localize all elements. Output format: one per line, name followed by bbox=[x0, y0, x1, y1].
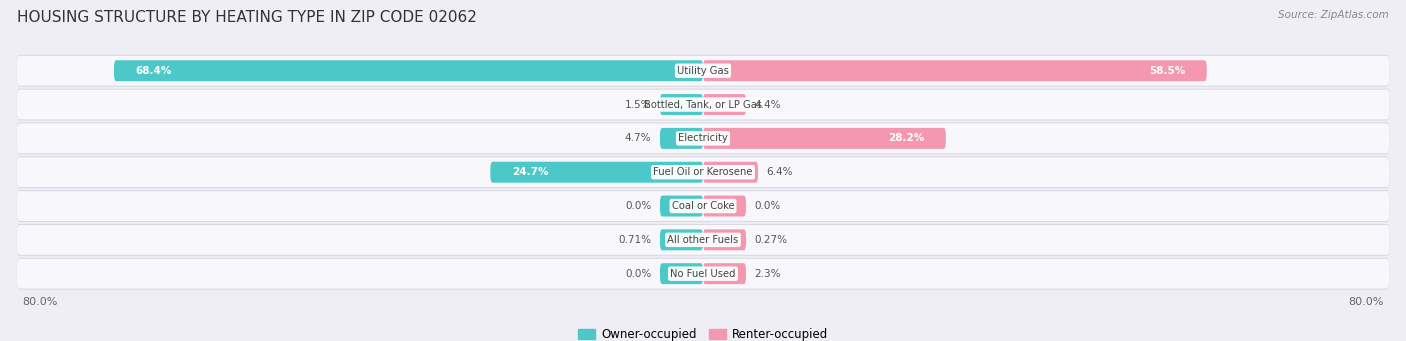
Text: 6.4%: 6.4% bbox=[766, 167, 793, 177]
FancyBboxPatch shape bbox=[114, 60, 703, 81]
FancyBboxPatch shape bbox=[659, 94, 703, 115]
Text: 1.5%: 1.5% bbox=[624, 100, 651, 109]
FancyBboxPatch shape bbox=[17, 258, 1389, 290]
FancyBboxPatch shape bbox=[703, 128, 946, 149]
Text: 0.71%: 0.71% bbox=[619, 235, 651, 245]
Text: 4.7%: 4.7% bbox=[624, 133, 651, 143]
Text: 80.0%: 80.0% bbox=[1348, 297, 1384, 307]
FancyBboxPatch shape bbox=[659, 263, 703, 284]
FancyBboxPatch shape bbox=[17, 122, 1389, 154]
FancyBboxPatch shape bbox=[17, 56, 1389, 86]
Text: Source: ZipAtlas.com: Source: ZipAtlas.com bbox=[1278, 10, 1389, 20]
Text: Electricity: Electricity bbox=[678, 133, 728, 143]
Text: Coal or Coke: Coal or Coke bbox=[672, 201, 734, 211]
Text: Utility Gas: Utility Gas bbox=[678, 66, 728, 76]
FancyBboxPatch shape bbox=[703, 195, 747, 217]
FancyBboxPatch shape bbox=[703, 263, 747, 284]
Text: No Fuel Used: No Fuel Used bbox=[671, 269, 735, 279]
Legend: Owner-occupied, Renter-occupied: Owner-occupied, Renter-occupied bbox=[572, 323, 834, 341]
Text: HOUSING STRUCTURE BY HEATING TYPE IN ZIP CODE 02062: HOUSING STRUCTURE BY HEATING TYPE IN ZIP… bbox=[17, 10, 477, 25]
FancyBboxPatch shape bbox=[17, 90, 1389, 119]
FancyBboxPatch shape bbox=[703, 94, 747, 115]
Text: 4.4%: 4.4% bbox=[755, 100, 782, 109]
Text: 0.0%: 0.0% bbox=[755, 201, 780, 211]
Text: 68.4%: 68.4% bbox=[135, 66, 172, 76]
FancyBboxPatch shape bbox=[659, 128, 703, 149]
FancyBboxPatch shape bbox=[17, 123, 1389, 153]
Text: Bottled, Tank, or LP Gas: Bottled, Tank, or LP Gas bbox=[644, 100, 762, 109]
FancyBboxPatch shape bbox=[659, 229, 703, 250]
Text: 28.2%: 28.2% bbox=[889, 133, 924, 143]
FancyBboxPatch shape bbox=[17, 156, 1389, 188]
Text: 0.27%: 0.27% bbox=[755, 235, 787, 245]
FancyBboxPatch shape bbox=[703, 60, 1206, 81]
Text: 0.0%: 0.0% bbox=[626, 201, 651, 211]
FancyBboxPatch shape bbox=[17, 55, 1389, 87]
FancyBboxPatch shape bbox=[17, 259, 1389, 288]
Text: 2.3%: 2.3% bbox=[755, 269, 782, 279]
Text: 80.0%: 80.0% bbox=[22, 297, 58, 307]
FancyBboxPatch shape bbox=[703, 162, 758, 183]
FancyBboxPatch shape bbox=[17, 157, 1389, 187]
Text: Fuel Oil or Kerosene: Fuel Oil or Kerosene bbox=[654, 167, 752, 177]
FancyBboxPatch shape bbox=[17, 225, 1389, 255]
Text: All other Fuels: All other Fuels bbox=[668, 235, 738, 245]
FancyBboxPatch shape bbox=[17, 89, 1389, 120]
FancyBboxPatch shape bbox=[17, 190, 1389, 222]
FancyBboxPatch shape bbox=[17, 191, 1389, 221]
Text: 58.5%: 58.5% bbox=[1149, 66, 1185, 76]
FancyBboxPatch shape bbox=[17, 224, 1389, 256]
FancyBboxPatch shape bbox=[491, 162, 703, 183]
FancyBboxPatch shape bbox=[659, 195, 703, 217]
FancyBboxPatch shape bbox=[703, 229, 747, 250]
Text: 24.7%: 24.7% bbox=[512, 167, 548, 177]
Text: 0.0%: 0.0% bbox=[626, 269, 651, 279]
